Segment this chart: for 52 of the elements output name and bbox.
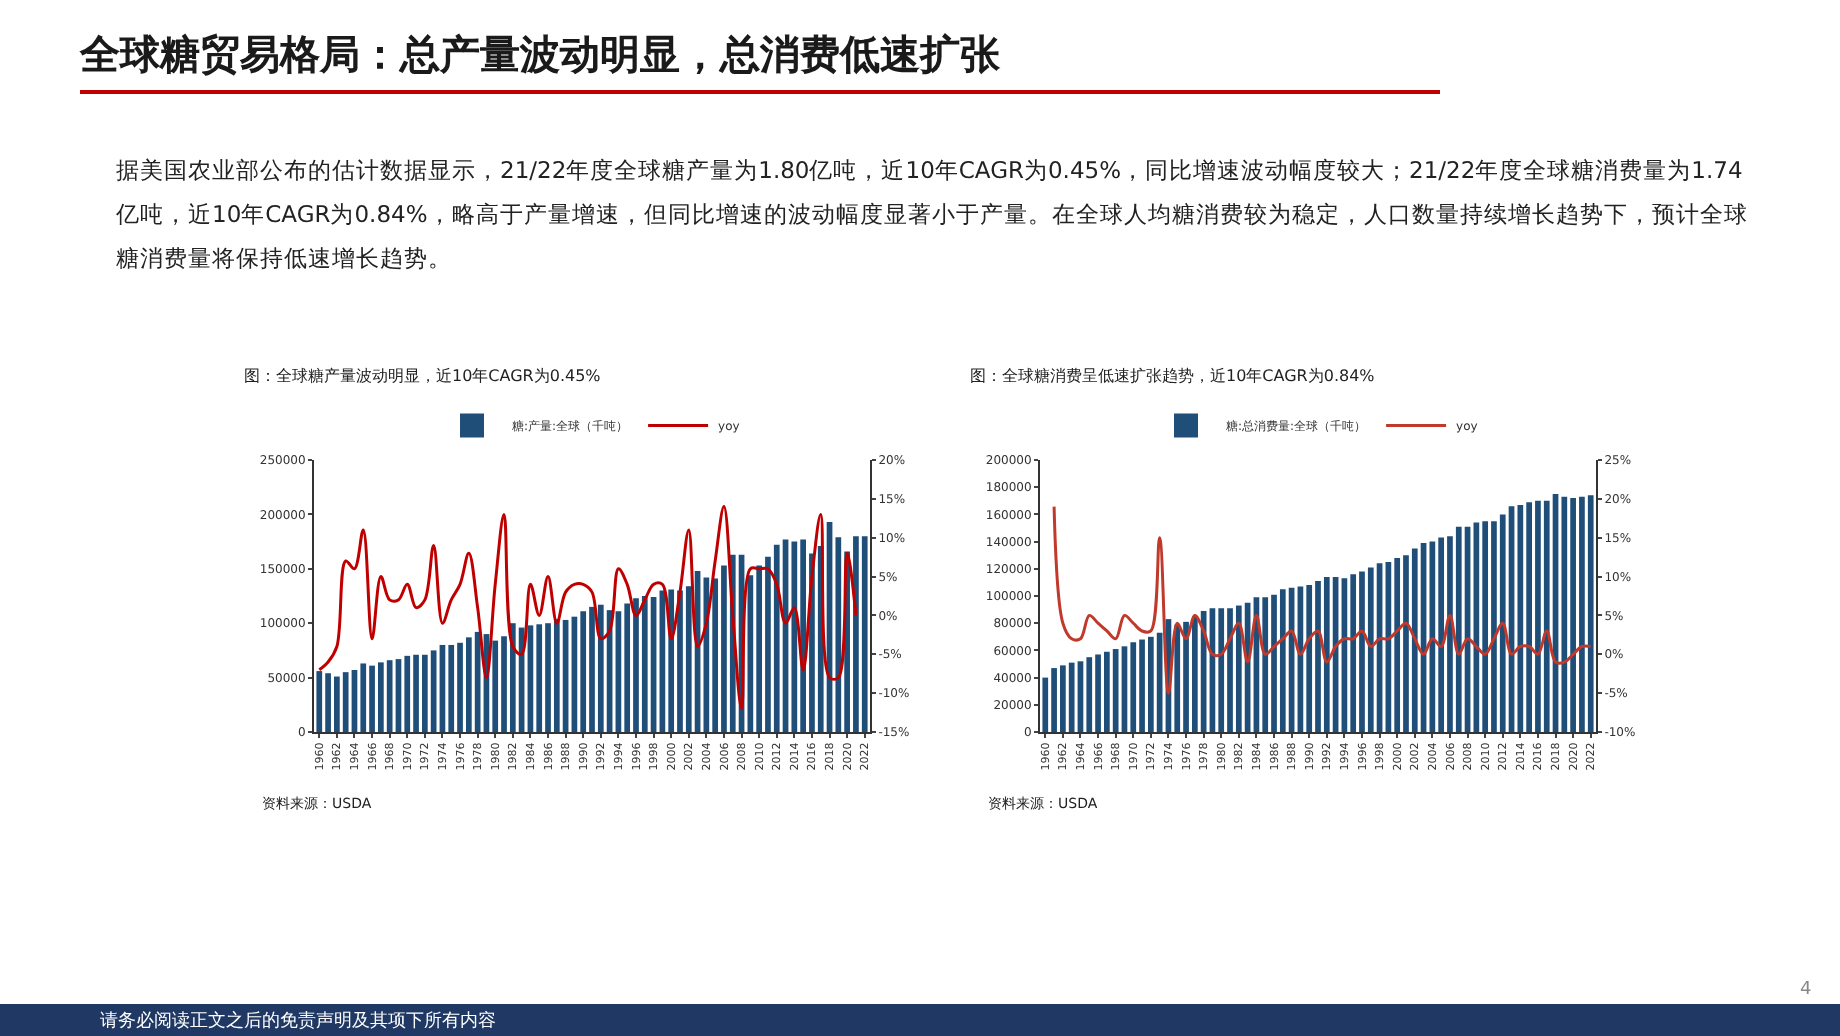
bar (1482, 521, 1489, 732)
bar (773, 544, 780, 732)
bar (492, 640, 499, 732)
bar (1086, 657, 1093, 732)
bar (360, 663, 367, 732)
bar (1350, 574, 1357, 732)
bar (509, 623, 516, 732)
bar (1411, 548, 1418, 732)
bar (1112, 649, 1119, 732)
bar (1262, 597, 1269, 732)
bar (553, 618, 560, 732)
bar (1499, 514, 1506, 732)
bar (448, 644, 455, 732)
line-series (1052, 505, 1593, 695)
bar (316, 671, 323, 732)
bar (791, 541, 798, 732)
bar (1543, 500, 1550, 732)
bar (1174, 624, 1181, 732)
bar (342, 672, 349, 732)
bar (580, 611, 587, 732)
bar (474, 631, 481, 732)
bar (1561, 496, 1568, 732)
bar (1306, 585, 1313, 732)
text: 4 (1800, 980, 1812, 1000)
bar (1279, 589, 1286, 732)
line-series (317, 505, 858, 711)
bar (624, 603, 631, 732)
bar (386, 660, 393, 732)
text: 全球糖贸易格局：总产量波动明显，总消费低速扩张 (80, 28, 1440, 94)
bar (1517, 504, 1524, 732)
bar (536, 624, 543, 732)
bar (597, 604, 604, 732)
bar (1068, 662, 1075, 732)
bar (1367, 567, 1374, 732)
bar (1438, 537, 1445, 732)
bar (641, 596, 648, 732)
bar (756, 565, 763, 732)
text: 请务必阅读正文之后的免责声明及其项下所有内容 (100, 1009, 496, 1034)
bar (1587, 495, 1594, 732)
bar (1394, 557, 1401, 732)
bar (1130, 642, 1137, 732)
bar (1455, 526, 1462, 732)
bar (1200, 610, 1207, 732)
bar (1218, 608, 1225, 732)
text: 据美国农业部公布的估计数据显示，21/22年度全球糖产量为1.80亿吨，近10年CAGR为0.45%，同比增速波动幅度较大；21/22年度全球糖消费量为1.74亿吨，近10年CAGR为0.84%，略高于产量增速，但同比增速的波动幅度显著小于产量。在全球人均糖消费较为稳定，人口数量持续增长趋势下，预计全球糖消费量将保持低速增长趋势。 (116, 154, 1750, 276)
chart-title: 图：全球糖消费呈低速扩张趋势，近10年CAGR为0.84% (970, 367, 1376, 386)
bar (430, 650, 437, 732)
chart-title: 图：全球糖产量波动明显，近10年CAGR为0.45% (244, 367, 602, 386)
bar (404, 655, 411, 732)
bar (1323, 576, 1330, 732)
bar (861, 536, 868, 732)
bar (1235, 605, 1242, 732)
